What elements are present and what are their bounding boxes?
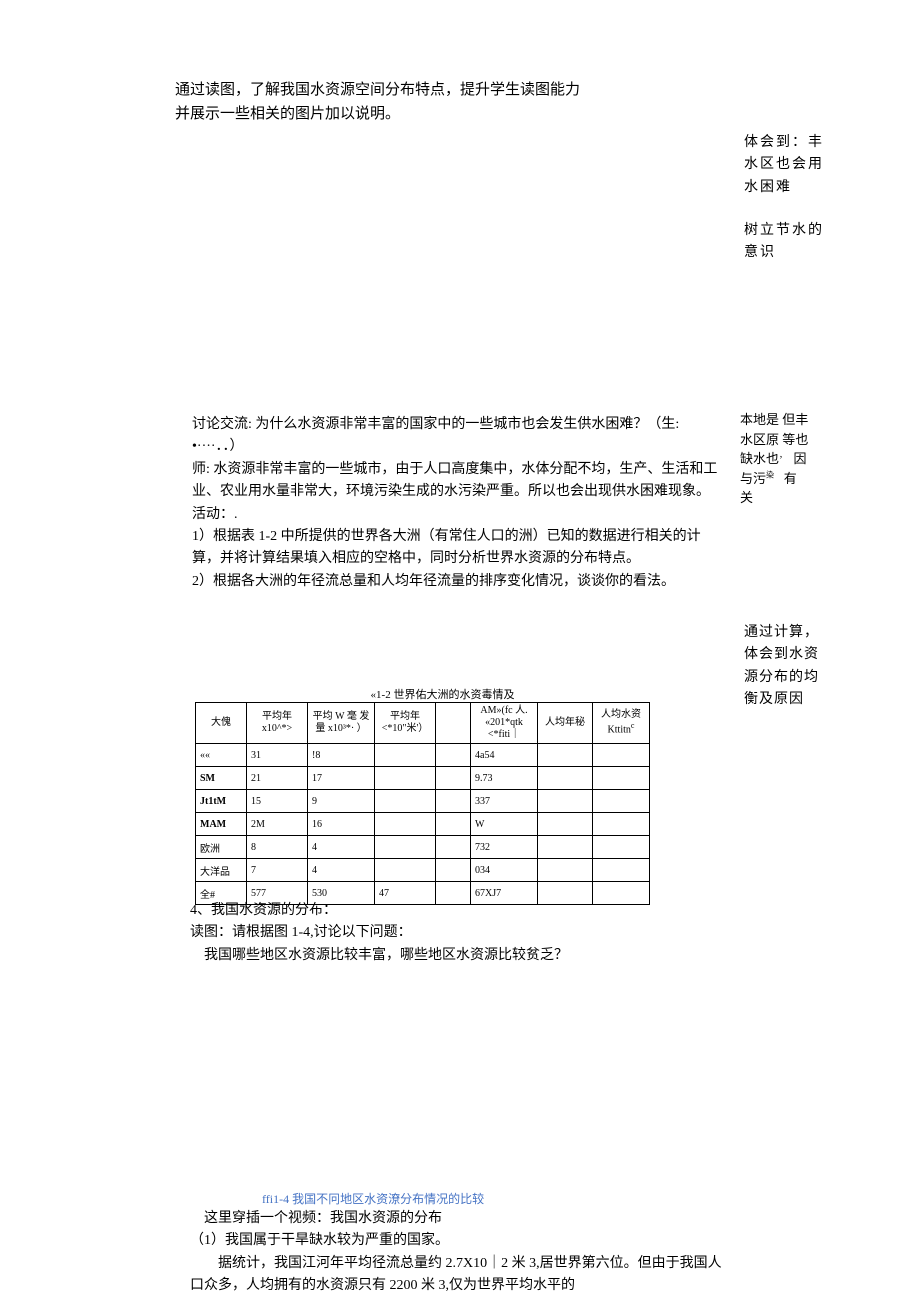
side-note-awareness: 树立节水的 意识 (744, 220, 844, 265)
side-note-local: 本地是 但丰 水区原 等也 缺水也， 因 与污染 有 关 (740, 410, 808, 508)
table-cell (593, 767, 650, 790)
table-cell (593, 790, 650, 813)
table-cell (436, 813, 471, 836)
read-map-prompt: 读图：请根据图 1-4,讨论以下问题： (190, 922, 730, 944)
table-cell: !8 (308, 744, 375, 767)
table-cell (436, 859, 471, 882)
table-cell (593, 836, 650, 859)
table-cell (436, 767, 471, 790)
table-row: ««31!8 4a54 (196, 744, 650, 767)
table-cell: 21 (247, 767, 308, 790)
table-cell (375, 767, 436, 790)
table-cell: 4a54 (471, 744, 538, 767)
table-cell: 16 (308, 813, 375, 836)
side-note-experience: 体会到：丰 水区也会用 水困难 (744, 132, 844, 199)
table-cell: 2M (247, 813, 308, 836)
table-cell (538, 813, 593, 836)
table-cell (436, 744, 471, 767)
table-cell (538, 859, 593, 882)
th-4 (436, 703, 471, 744)
intro-line-2: 并展示一些相关的图片加以说明。 (175, 102, 735, 126)
table-cell (538, 744, 593, 767)
discussion-block: 讨论交流: 为什么水资源非常丰富的国家中的一些城市也会发生供水困难？（生: •·… (192, 414, 720, 593)
th-7: 人均水资 Kttitnc (593, 703, 650, 744)
table-cell: MAM (196, 813, 247, 836)
table-row: SM2117 9.73 (196, 767, 650, 790)
table-cell: 4 (308, 859, 375, 882)
table-cell: 732 (471, 836, 538, 859)
table-cell: 8 (247, 836, 308, 859)
table-cell: 9.73 (471, 767, 538, 790)
th-5: AM»(fc 人. «201*qtk <*fiti｜ (471, 703, 538, 744)
stats-para: 据统计，我国江河年平均径流总量约 2.7X10｜2 米 3,居世界第六位。但由于… (190, 1253, 730, 1298)
table-row: Jt1tM159 337 (196, 790, 650, 813)
continent-water-table: 大傀 平均年 x10^*> 平均 W 毫 发量 x10³*· ） 平均年 <*1… (195, 702, 650, 905)
after-table-block: 4、我国水资源的分布： 读图：请根据图 1-4,讨论以下问题： 我国哪些地区水资… (190, 900, 730, 967)
table-cell: 31 (247, 744, 308, 767)
bottom-paragraph: 这里穿插一个视频：我国水资源的分布 （1）我国属于干旱缺水较为严重的国家。 据统… (190, 1208, 730, 1298)
table-cell: 17 (308, 767, 375, 790)
table-cell: 9 (308, 790, 375, 813)
table-cell (375, 859, 436, 882)
video-note: 这里穿插一个视频：我国水资源的分布 (190, 1208, 730, 1230)
table-cell (375, 744, 436, 767)
read-map-question: 我国哪些地区水资源比较丰富，哪些地区水资源比较贫乏？ (190, 945, 730, 967)
point-1: （1）我国属于干旱缺水较为严重的国家。 (190, 1230, 730, 1252)
table-cell (436, 790, 471, 813)
table-cell: «« (196, 744, 247, 767)
discussion-dots: •····．．） (192, 436, 720, 458)
figure-caption: ffi1-4 我国不冋地区水资潦分布情况的比较 (262, 1190, 484, 1207)
table-cell: 034 (471, 859, 538, 882)
table-cell (593, 744, 650, 767)
table-cell: SM (196, 767, 247, 790)
table-cell: 337 (471, 790, 538, 813)
table-title: «1-2 世界佑大洲的水资毒情及 (195, 686, 690, 702)
table-cell: 15 (247, 790, 308, 813)
th-6: 人均年秘 (538, 703, 593, 744)
table-cell (436, 836, 471, 859)
th-0: 大傀 (196, 703, 247, 744)
activity-label: 活动：. (192, 504, 720, 526)
discussion-q: 讨论交流: 为什么水资源非常丰富的国家中的一些城市也会发生供水困难？（生: (192, 414, 720, 436)
table-row: 大洋品74 034 (196, 859, 650, 882)
table-cell (375, 813, 436, 836)
table-cell (593, 813, 650, 836)
table-cell (593, 859, 650, 882)
activity-1: 1）根据表 1-2 中所提供的世界各大洲（有常住人口的洲）已知的数据进行相关的计… (192, 526, 720, 571)
table-header-row: 大傀 平均年 x10^*> 平均 W 毫 发量 x10³*· ） 平均年 <*1… (196, 703, 650, 744)
table-row: 欧洲84 732 (196, 836, 650, 859)
intro-line-1: 通过读图，了解我国水资源空间分布特点，提升学生读图能力 (175, 78, 735, 102)
table-cell (538, 836, 593, 859)
section-4-title: 4、我国水资源的分布： (190, 900, 730, 922)
table-cell (538, 767, 593, 790)
table-cell (375, 836, 436, 859)
table-cell (375, 790, 436, 813)
th-3: 平均年 <*10"米'） (375, 703, 436, 744)
table-cell: 大洋品 (196, 859, 247, 882)
th-1: 平均年 x10^*> (247, 703, 308, 744)
intro-paragraph: 通过读图，了解我国水资源空间分布特点，提升学生读图能力 并展示一些相关的图片加以… (175, 78, 735, 126)
table-cell: 欧洲 (196, 836, 247, 859)
table-cell: Jt1tM (196, 790, 247, 813)
side-note-calc: 通过计算， 体会到水资 源分布的均 衡及原因 (744, 622, 834, 712)
teacher-answer: 师: 水资源非常丰富的一些城市，由于人口高度集中，水体分配不均，生产、生活和工业… (192, 459, 720, 504)
table-row: MAM2M16 W (196, 813, 650, 836)
table-cell (538, 790, 593, 813)
table-cell: 4 (308, 836, 375, 859)
table-cell: W (471, 813, 538, 836)
activity-2: 2）根据各大洲的年径流总量和人均年径流量的排序变化情况，谈谈你的看法。 (192, 571, 720, 593)
th-2: 平均 W 毫 发量 x10³*· ） (308, 703, 375, 744)
table-cell: 7 (247, 859, 308, 882)
